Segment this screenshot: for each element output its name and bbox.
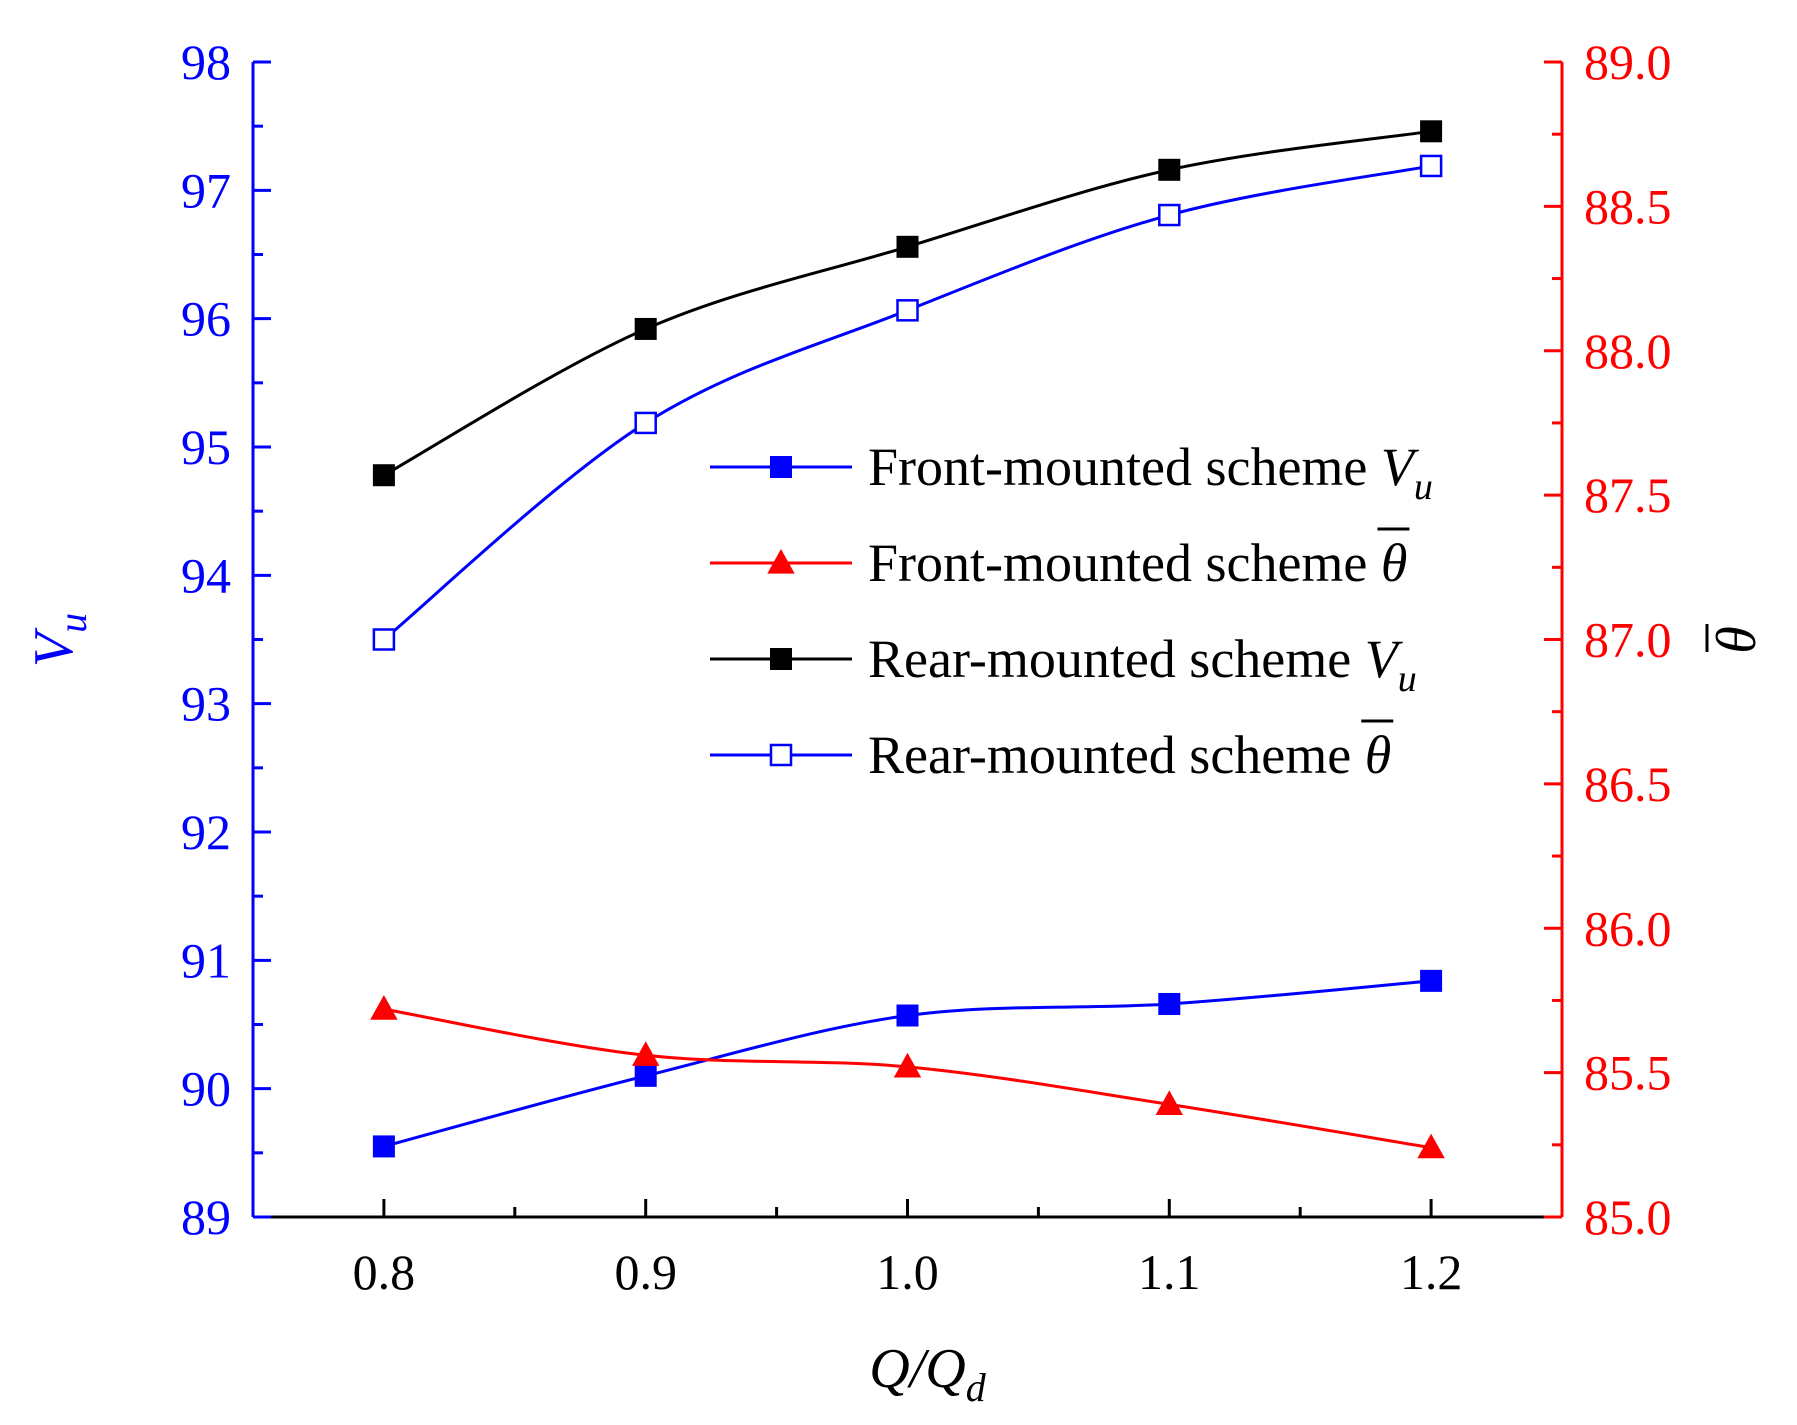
series-0: [372, 969, 1443, 1158]
data-point: [370, 995, 398, 1020]
legend-label-prefix: Rear-mounted scheme: [868, 629, 1365, 689]
bottom-tick-label: 0.8: [353, 1244, 416, 1300]
legend-item: Front-mounted scheme Vu: [710, 437, 1433, 508]
right-tick-label: 88.0: [1584, 323, 1672, 379]
left-tick-label: 91: [181, 932, 231, 988]
legend-marker: [767, 548, 795, 574]
x-axis-title-main: Q/Q: [869, 1338, 965, 1400]
series-1: [370, 995, 1445, 1159]
right-tick-label: 87.0: [1584, 612, 1672, 668]
data-point: [372, 1135, 395, 1158]
legend-item: Front-mounted scheme θ: [710, 527, 1410, 593]
series-line: [383, 1007, 1432, 1150]
right-tick-label: 87.5: [1584, 467, 1672, 523]
x-axis-title-sub: d: [966, 1365, 987, 1410]
data-point: [1158, 992, 1181, 1015]
legend-label-symbol: θ: [1365, 725, 1392, 785]
left-tick-label: 95: [181, 419, 231, 475]
right-axis-title: θ: [1706, 626, 1768, 654]
data-point: [896, 235, 919, 258]
left-tick-label: 93: [181, 676, 231, 732]
data-point: [1158, 158, 1181, 181]
right-tick-label: 85.0: [1584, 1189, 1672, 1245]
legend-label-symbol: V: [1365, 629, 1404, 689]
series-2: [372, 120, 1443, 487]
data-point: [1420, 120, 1443, 143]
left-tick-label: 94: [181, 547, 231, 603]
left-axis-title-main: V: [23, 627, 85, 667]
legend-marker: [770, 456, 792, 478]
right-axis-title-group: θ: [1705, 624, 1768, 654]
legend-label: Front-mounted scheme Vu: [868, 437, 1433, 508]
data-point: [632, 1041, 660, 1066]
legend-label: Rear-mounted scheme θ: [868, 725, 1391, 785]
legend-label-prefix: Front-mounted scheme: [868, 533, 1381, 593]
left-tick-label: 98: [181, 34, 231, 90]
right-tick-label: 86.0: [1584, 900, 1672, 956]
left-tick-label: 96: [181, 291, 231, 347]
legend-label-subscript: u: [1414, 466, 1433, 508]
data-point: [1419, 154, 1443, 178]
legend-item: Rear-mounted scheme θ: [710, 719, 1394, 785]
data-point: [896, 1004, 919, 1027]
data-point: [372, 628, 396, 651]
legend-item: Rear-mounted scheme Vu: [710, 629, 1417, 700]
data-point: [1158, 203, 1181, 227]
right-tick-label: 88.5: [1584, 178, 1672, 234]
series-layer: [370, 120, 1445, 1159]
legend-label-prefix: Front-mounted scheme: [868, 437, 1381, 497]
legend-label-symbol: θ: [1381, 533, 1408, 593]
right-tick-label: 86.5: [1584, 756, 1672, 812]
left-tick-label: 92: [181, 804, 231, 860]
legend-label: Front-mounted scheme θ: [868, 533, 1407, 593]
data-point: [1417, 1133, 1445, 1159]
legend-label-symbol: V: [1381, 437, 1420, 497]
left-axis-title: Vu: [23, 613, 95, 667]
legend-label-subscript: u: [1398, 658, 1417, 700]
data-point: [893, 1052, 922, 1078]
data-point: [634, 411, 657, 435]
left-tick-label: 90: [181, 1061, 231, 1117]
legend-marker: [770, 648, 792, 670]
bottom-tick-label: 1.1: [1138, 1244, 1201, 1300]
left-tick-label: 89: [181, 1189, 231, 1245]
series-3: [372, 154, 1443, 651]
bottom-tick-label: 1.2: [1400, 1244, 1463, 1300]
legend-label-prefix: Rear-mounted scheme: [868, 725, 1365, 785]
x-axis-title: Q/Qd: [869, 1338, 986, 1410]
data-point: [1155, 1090, 1183, 1115]
data-point: [372, 464, 395, 487]
right-tick-label: 89.0: [1584, 34, 1672, 90]
legend-label: Rear-mounted scheme Vu: [868, 629, 1417, 700]
left-tick-label: 97: [181, 162, 231, 218]
data-point: [1420, 969, 1443, 992]
left-axis-title-sub: u: [50, 613, 95, 633]
bottom-tick-label: 0.9: [614, 1244, 677, 1300]
legend-marker: [769, 743, 793, 767]
bottom-tick-label: 1.0: [876, 1244, 939, 1300]
data-point: [634, 317, 657, 340]
data-point: [634, 1064, 657, 1087]
right-tick-label: 85.5: [1584, 1045, 1672, 1101]
axes: 89 90 91 92 93 94 95 96 97 98 85.0 85.5 86.0 86.5 87.0…: [181, 34, 1672, 1300]
data-point: [896, 299, 919, 322]
